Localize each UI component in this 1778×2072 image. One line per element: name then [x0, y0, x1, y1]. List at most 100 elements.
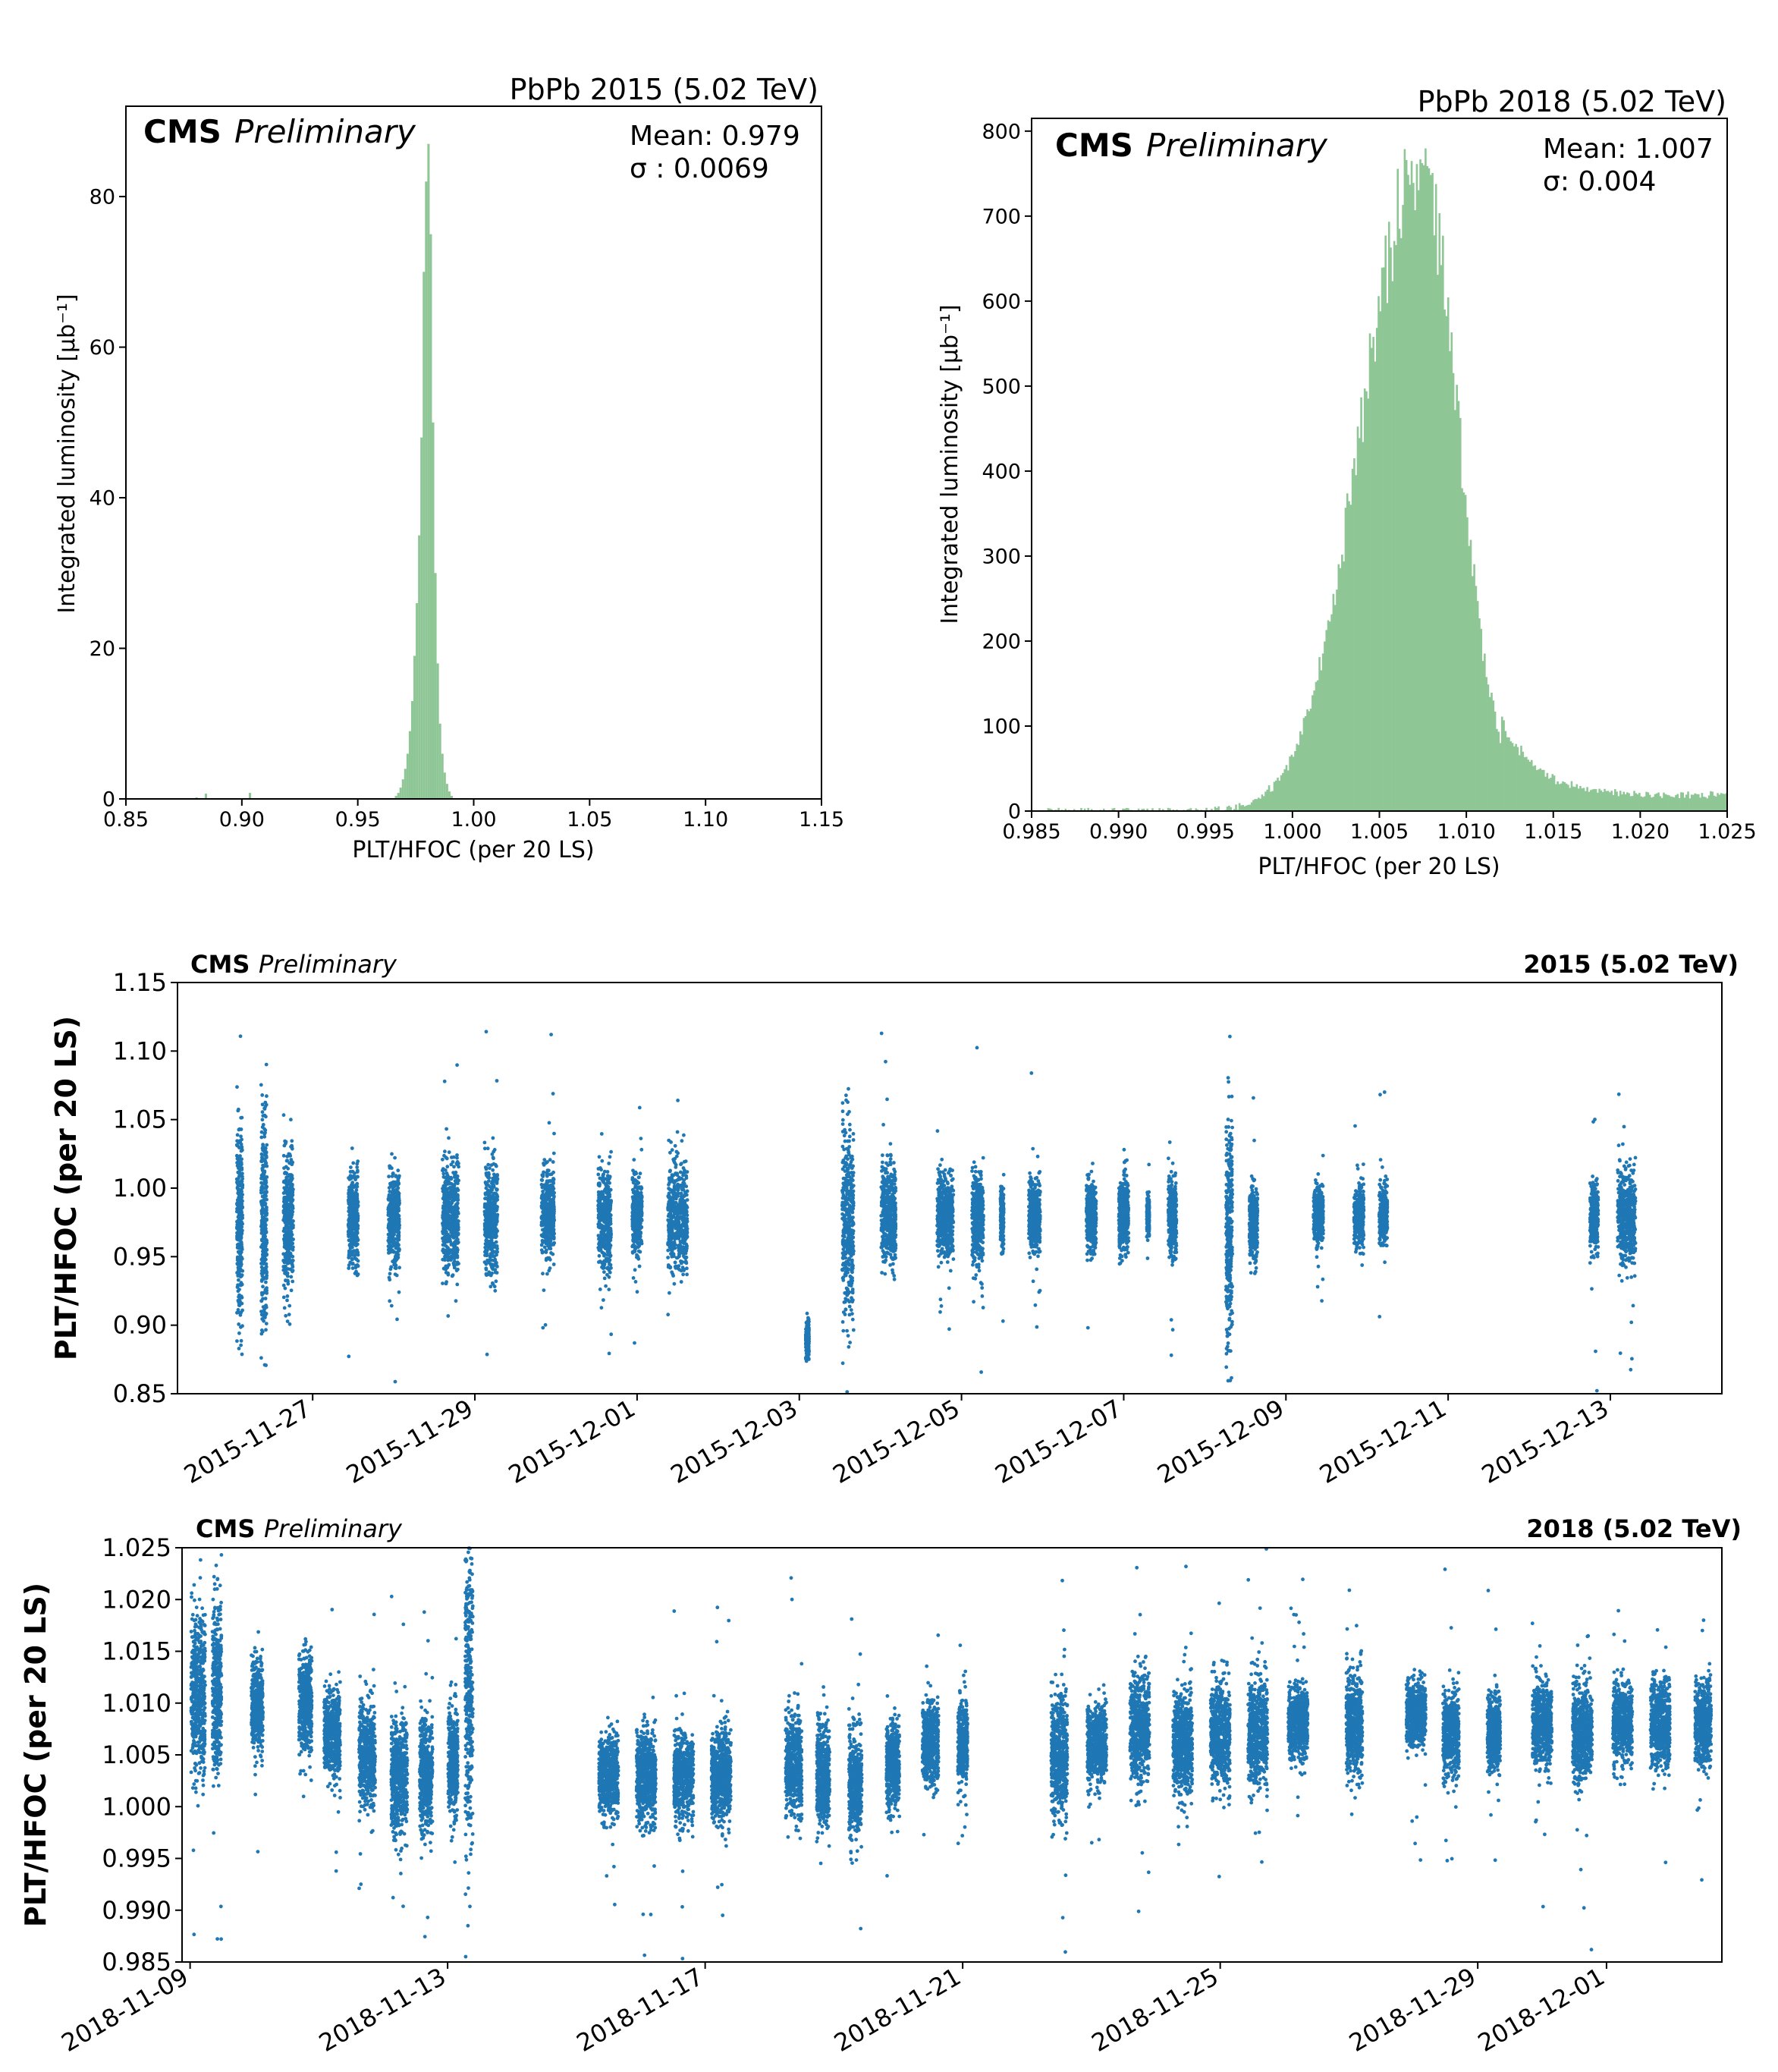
- data-point: [607, 1240, 611, 1245]
- data-point: [348, 1242, 352, 1247]
- histogram-bar: [1402, 205, 1404, 811]
- data-point: [492, 1284, 497, 1289]
- data-point: [448, 1196, 452, 1199]
- data-point: [670, 1177, 674, 1181]
- histogram-bar: [1358, 438, 1361, 811]
- data-point: [680, 1139, 684, 1143]
- data-point: [285, 1245, 289, 1250]
- histogram-bar: [1080, 807, 1082, 811]
- data-point: [633, 1268, 637, 1272]
- histogram-2018-panel: PbPb 2018 (5.02 TeV) CMS Preliminary Mea…: [937, 85, 1757, 880]
- data-point: [388, 1272, 392, 1276]
- histogram-bar: [1574, 787, 1576, 811]
- data-point: [259, 1272, 264, 1275]
- data-point: [239, 1134, 243, 1139]
- histogram-2018-y-tick-label: 500: [982, 375, 1021, 398]
- data-point: [682, 1267, 686, 1272]
- histogram-bar: [1511, 743, 1514, 811]
- histogram-bar: [1640, 796, 1642, 811]
- data-point: [666, 1265, 671, 1269]
- data-point: [284, 1240, 287, 1245]
- data-point: [604, 1284, 608, 1288]
- data-point: [386, 1225, 391, 1230]
- histogram-bar: [443, 772, 446, 799]
- histogram-bar: [1048, 808, 1051, 811]
- data-point: [354, 1269, 358, 1274]
- data-point: [240, 1301, 244, 1306]
- histogram-bar: [1494, 711, 1497, 811]
- histogram-2018-x-tick-label: 1.010: [1437, 820, 1495, 844]
- histogram-bar: [1546, 772, 1549, 811]
- data-point: [542, 1162, 545, 1165]
- data-point: [265, 1212, 269, 1217]
- data-point: [235, 1219, 239, 1224]
- data-point: [355, 1203, 359, 1207]
- data-point: [551, 1252, 555, 1256]
- histogram-bar: [1235, 804, 1237, 811]
- data-point: [289, 1245, 294, 1249]
- data-point: [487, 1195, 492, 1199]
- data-point: [670, 1245, 674, 1250]
- histogram-bar: [1664, 794, 1667, 811]
- histogram-bar: [1425, 148, 1427, 811]
- histogram-bar: [425, 181, 428, 799]
- data-point: [452, 1183, 457, 1187]
- data-point: [287, 1152, 292, 1156]
- data-point: [598, 1216, 603, 1220]
- data-point: [668, 1169, 672, 1174]
- data-point: [235, 1235, 239, 1240]
- data-point: [636, 1201, 639, 1205]
- histogram-bar: [1255, 799, 1258, 811]
- data-point: [495, 1264, 499, 1269]
- data-point: [551, 1170, 555, 1174]
- data-point: [685, 1170, 690, 1174]
- data-point: [239, 1295, 243, 1299]
- data-point: [539, 1183, 544, 1187]
- histogram-bar: [1161, 809, 1164, 811]
- data-point: [490, 1258, 495, 1262]
- data-point: [548, 1179, 552, 1183]
- data-point: [240, 1243, 243, 1247]
- histogram-bar: [1327, 620, 1330, 811]
- data-point: [683, 1206, 686, 1211]
- data-point: [445, 1209, 450, 1213]
- histogram-bar: [1516, 747, 1519, 811]
- histogram-bar: [1195, 808, 1198, 811]
- data-point: [684, 1242, 689, 1247]
- data-point: [607, 1288, 611, 1291]
- data-point: [237, 1322, 241, 1326]
- data-point: [396, 1168, 401, 1173]
- histogram-2018-y-label: Integrated luminosity [μb⁻¹]: [937, 304, 963, 624]
- data-point: [495, 1196, 499, 1199]
- histogram-bar: [1277, 777, 1279, 811]
- histogram-bar: [1348, 501, 1350, 811]
- histogram-bar: [1597, 792, 1599, 811]
- data-point: [542, 1245, 547, 1250]
- histogram-bar: [1410, 161, 1413, 811]
- data-point: [485, 1253, 489, 1258]
- data-point: [546, 1244, 550, 1248]
- histogram-bar: [1111, 808, 1114, 811]
- histogram-bar: [1682, 792, 1684, 811]
- histogram-bar: [1226, 806, 1229, 811]
- histogram-bar: [1051, 809, 1053, 811]
- data-point: [347, 1256, 351, 1259]
- histogram-bar: [1377, 296, 1380, 811]
- timeseries-2015-points: [234, 1030, 1638, 1394]
- data-point: [443, 1215, 447, 1220]
- data-point: [352, 1175, 357, 1180]
- data-point: [264, 1328, 268, 1332]
- data-point: [456, 1181, 460, 1186]
- timeseries-2015-cms-label: CMS: [190, 950, 250, 979]
- histogram-bar: [1586, 787, 1588, 811]
- data-point: [495, 1187, 498, 1191]
- data-point: [490, 1254, 495, 1258]
- histogram-bar: [1680, 792, 1682, 811]
- data-point: [673, 1143, 677, 1148]
- histogram-2015-x-tick-label: 0.85: [103, 808, 149, 832]
- data-point: [263, 1250, 268, 1254]
- data-point: [667, 1220, 671, 1225]
- data-point: [672, 1184, 677, 1188]
- histogram-bar: [1270, 791, 1272, 811]
- data-point: [443, 1255, 448, 1259]
